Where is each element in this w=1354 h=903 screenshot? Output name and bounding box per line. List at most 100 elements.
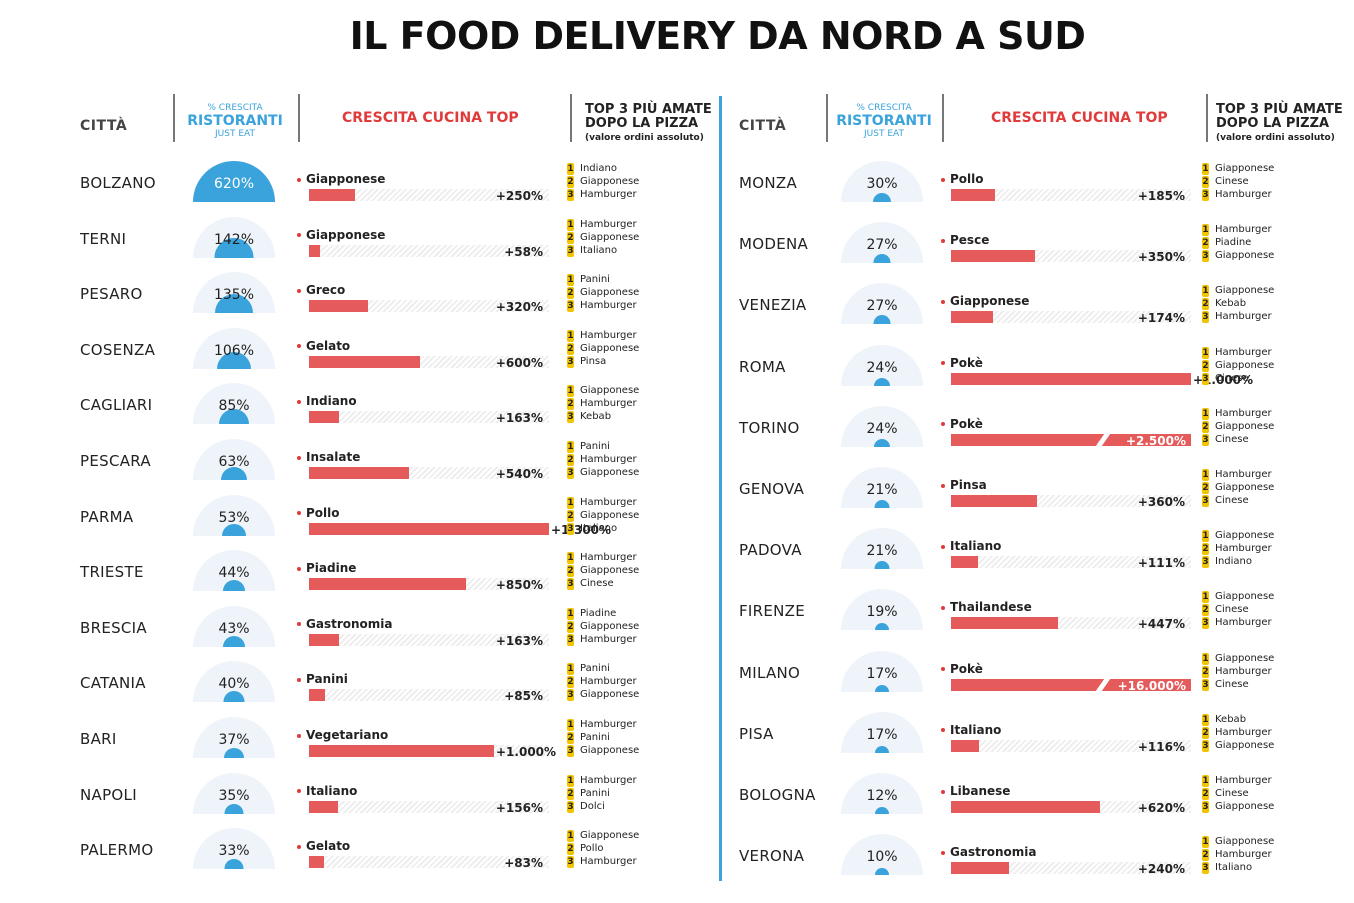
cuisine-label: Italiano xyxy=(941,539,1001,553)
top3-item: Giapponese xyxy=(580,176,640,187)
top3-item: Hamburger xyxy=(580,218,637,230)
list-item: 1 Giapponese xyxy=(1202,284,1274,298)
city-name: BOLZANO xyxy=(80,174,156,192)
cuisine-label: Greco xyxy=(297,283,345,297)
top3-item: Giapponese xyxy=(1215,420,1275,432)
cuisine-name: Italiano xyxy=(950,539,1002,554)
rank-badge: 3 xyxy=(567,411,574,424)
top3-list: 1 Panini 2 Hamburger 3 Giapponese xyxy=(567,662,639,702)
table-row: TERNI 142% Giapponese +58% 1 Hamburger 2 Giappo… xyxy=(80,214,720,270)
city-name: PARMA xyxy=(80,507,134,526)
top3-item: Giapponese xyxy=(1215,836,1275,848)
table-row: PARMA 53% Pollo +1.300% 1 Hamburger 2 Giappones… xyxy=(80,492,720,548)
list-item: 2 Giapponese xyxy=(1202,420,1274,433)
growth-value: 63% xyxy=(218,454,250,470)
cuisine-growth-bar xyxy=(309,856,324,869)
list-item: 2 Cinese xyxy=(1202,603,1274,617)
top3-item: Hamburger xyxy=(1215,189,1272,200)
cuisine-growth-bar xyxy=(309,578,466,591)
top3-list: 1 Hamburger 2 Giapponese 3 Cinese xyxy=(1202,346,1274,385)
growth-gauge: 40% xyxy=(193,661,275,703)
table-row: PALERMO 33% Gelato +83% 1 Giapponese 2 Pollo 3 Ha… xyxy=(80,825,720,881)
list-item: 1 Hamburger xyxy=(567,218,639,231)
table-row: VENEZIA 27% Giapponese +174% 1 Giapponese 2 Keb… xyxy=(739,280,1354,336)
cuisine-growth-value: +540% xyxy=(495,467,543,481)
growth-value: 37% xyxy=(218,732,250,748)
top3-item: Giapponese xyxy=(580,509,640,521)
bar-track xyxy=(951,556,1191,569)
cuisine-name: Pesce xyxy=(950,233,990,248)
growth-value: 21% xyxy=(866,543,898,560)
top3-item: Giapponese xyxy=(580,620,640,632)
bullet-icon xyxy=(941,238,945,243)
list-item: 2 Cinese xyxy=(1202,787,1274,800)
gauge-fill xyxy=(875,684,889,692)
growth-gauge: 53% xyxy=(193,494,275,536)
header-cuisine: CRESCITA CUCINA TOP xyxy=(342,110,519,126)
cuisine-growth-value: +163% xyxy=(495,411,543,426)
bullet-icon xyxy=(941,544,945,549)
list-item: 2 Giapponese xyxy=(567,175,639,188)
list-item: 3 Hamburger xyxy=(567,299,639,313)
city-name: CAGLIARI xyxy=(80,396,153,415)
cuisine-growth-value: +320% xyxy=(495,300,543,315)
top3-list: 1 Hamburger 2 Giapponese 3 Italiano xyxy=(567,496,639,535)
cuisine-name: Gastronomia xyxy=(306,616,393,631)
cuisine-label: Pokè xyxy=(941,662,983,676)
cuisine-label: Pollo xyxy=(297,506,340,520)
cuisine-growth-bar xyxy=(951,862,1009,875)
top3-item: Giapponese xyxy=(580,385,640,397)
cuisine-label: Pesce xyxy=(941,233,989,247)
rank-badge: 3 xyxy=(1202,678,1209,691)
rank-badge: 2 xyxy=(567,509,574,522)
rank-badge: 3 xyxy=(1202,311,1209,324)
list-item: 3 Indiano xyxy=(1202,555,1274,569)
growth-gauge: 17% xyxy=(841,711,923,753)
cuisine-name: Giapponese xyxy=(950,294,1030,309)
rank-badge: 2 xyxy=(567,620,574,633)
growth-value: 10% xyxy=(866,849,898,866)
gauge-fill xyxy=(873,254,891,264)
list-item: 2 Hamburger xyxy=(1202,848,1274,862)
gauge-fill xyxy=(224,748,244,758)
top3-list: 1 Panini 2 Hamburger 3 Giapponese xyxy=(567,440,639,479)
cuisine-growth-value: +111% xyxy=(1137,556,1185,571)
list-item: 3 Cinese xyxy=(567,577,639,591)
top3-item: Piadine xyxy=(580,607,617,619)
rank-badge: 1 xyxy=(1202,407,1209,420)
list-item: 1 Indiano xyxy=(567,162,639,175)
top3-list: 1 Hamburger 2 Panini 3 Dolci xyxy=(567,774,637,813)
cuisine-growth-value: +116% xyxy=(1137,739,1185,754)
header-growth-top: % CRESCITA xyxy=(207,103,263,113)
rank-badge: 2 xyxy=(567,843,574,856)
bar-track xyxy=(309,689,549,702)
top3-item: Kebab xyxy=(580,411,612,423)
rank-badge: 2 xyxy=(567,565,574,578)
rank-badge: 3 xyxy=(1202,801,1209,813)
bar-track xyxy=(951,862,1191,875)
header-divider xyxy=(826,94,828,142)
top3-item: Italiano xyxy=(1215,862,1253,874)
top3-item: Cinese xyxy=(1215,176,1249,187)
bullet-icon xyxy=(941,361,945,366)
list-item: 2 Giapponese xyxy=(1202,359,1274,372)
list-item: 3 Hamburger xyxy=(567,188,639,201)
list-item: 3 Giapponese xyxy=(1202,800,1274,813)
header-growth-big: RISTORANTI xyxy=(187,113,283,129)
gauge-fill xyxy=(875,623,889,631)
rank-badge: 3 xyxy=(567,467,574,479)
top3-list: 1 Hamburger 2 Giapponese 3 Cinese xyxy=(1202,407,1274,446)
header-top3-line2: DOPO LA PIZZA xyxy=(1216,116,1330,131)
table-row: PISA 17% Italiano +116% 1 Kebab 2 Hamburger 3 Gia… xyxy=(739,709,1354,765)
header-top3-line1: TOP 3 PIÙ AMATE xyxy=(1216,102,1343,117)
right-panel: CITTÀ % CRESCITA RISTORANTI JUST EAT CRE… xyxy=(739,90,1349,890)
rank-badge: 1 xyxy=(567,830,574,843)
gauge-fill xyxy=(214,237,254,258)
city-name: MONZA xyxy=(739,174,798,192)
top3-item: Hamburger xyxy=(580,189,637,200)
list-item: 1 Piadine xyxy=(567,607,639,620)
rank-badge: 2 xyxy=(567,676,574,689)
top3-item: Hamburger xyxy=(580,300,637,312)
growth-gauge: 10% xyxy=(841,834,923,876)
gauge-fill xyxy=(875,807,889,814)
